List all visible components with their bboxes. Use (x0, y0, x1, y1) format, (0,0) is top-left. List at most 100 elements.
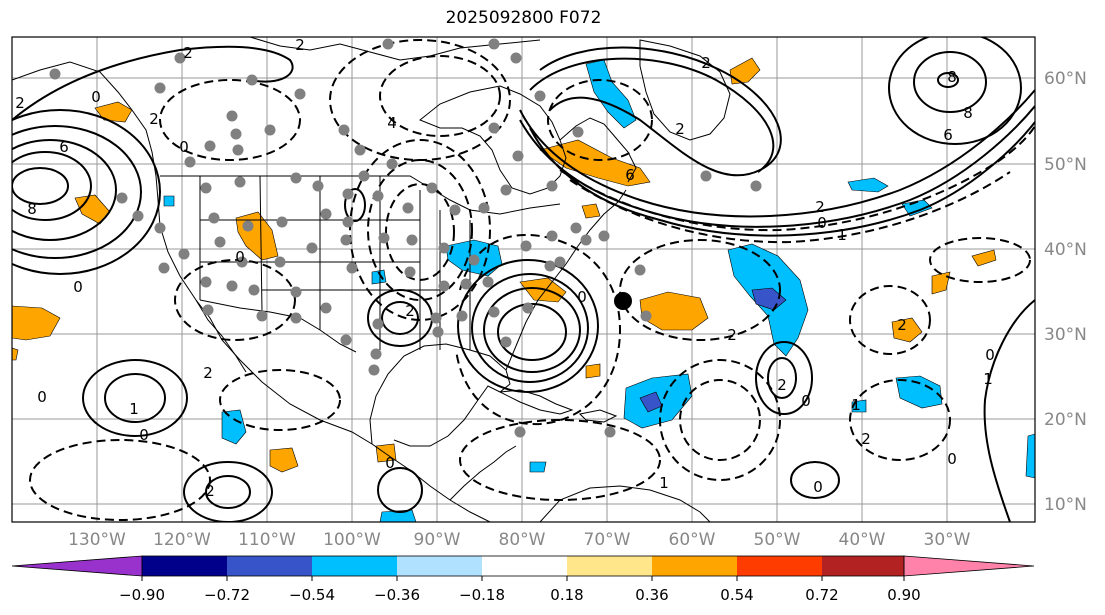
colorbar-bin (397, 556, 482, 576)
colorbar-tick-label: 0.90 (887, 586, 920, 604)
contour-label: 2 (815, 198, 825, 216)
blue-region-pacific-south (221, 409, 247, 445)
orange-region-mexico (269, 447, 299, 473)
contour-label: 1 (837, 226, 847, 244)
contour-label: 2 (701, 54, 711, 72)
blue-region-north-atlantic (847, 177, 889, 193)
contour-label: 2 (897, 316, 907, 334)
coast-central-america (449, 445, 517, 501)
lat-label: 60°N (1044, 69, 1087, 89)
colorbar-tick-label: 0.72 (805, 586, 838, 604)
colorbar-ticks (141, 576, 905, 581)
lon-label: 30°W (924, 530, 971, 550)
colorbar-bin (567, 556, 652, 576)
contour-label: 2 (149, 110, 159, 128)
lat-label: 10°N (1044, 495, 1087, 515)
contour-label: 1 (659, 474, 669, 492)
contour-label: 6 (625, 166, 635, 184)
contour-label: 0 (801, 392, 811, 410)
contour-label: 0 (139, 426, 149, 444)
lat-label: 50°N (1044, 155, 1087, 175)
blue-region-east-atlantic (895, 375, 943, 409)
lon-label: 50°W (754, 530, 801, 550)
contour-label: 2 (205, 482, 215, 500)
colorbar-extend-high (903, 555, 1035, 577)
border-us-canada (160, 175, 561, 215)
contour-label: 0 (91, 88, 101, 106)
lon-label: 70°W (584, 530, 631, 550)
contour-label: 6 (943, 126, 953, 144)
coast-hispaniola (578, 409, 618, 423)
colorbar-tick-labels: −0.90 −0.72 −0.54 −0.36 −0.18 0.18 0.36 … (119, 586, 921, 604)
orange-region-east-atlantic (891, 317, 923, 343)
lon-label: 120°W (153, 530, 211, 550)
lat-label: 20°N (1044, 410, 1087, 430)
blue-region-south (379, 509, 417, 522)
latitude-labels: 60°N 50°N 40°N 30°N 20°N 10°N (1044, 69, 1087, 515)
orange-region-west-pacific (12, 305, 61, 341)
orange-region-hudson (581, 203, 601, 219)
contour-label: 0 (985, 346, 995, 364)
colorbar-tick-label: −0.72 (204, 586, 250, 604)
contour-label: 8 (27, 200, 37, 218)
lon-label: 80°W (499, 530, 546, 550)
contour-label: 8 (963, 104, 973, 122)
coast-labrador (559, 117, 637, 183)
contour-label: 0 (73, 278, 83, 296)
contour-label: 2 (861, 430, 871, 448)
colorbar-bin (652, 556, 737, 576)
contour-label: 2 (15, 94, 25, 112)
orange-region-west-pacific-small (12, 347, 19, 361)
colorbar-tick-label: 0.18 (550, 586, 583, 604)
coast-hudson-bay (419, 85, 567, 195)
colorbar-outline (141, 555, 905, 577)
contour-label: 0 (813, 478, 823, 496)
contour-label: 2 (675, 120, 685, 138)
contour-label: 0 (179, 138, 189, 156)
contour-label: 1 (983, 370, 993, 388)
contour-label: 2 (405, 302, 415, 320)
colorbar-tick-label: −0.18 (459, 586, 505, 604)
contour-label: 2 (183, 44, 193, 62)
colorbar-bin (312, 556, 397, 576)
colorbar-tick-label: 0.54 (720, 586, 753, 604)
coast-atlantic-east (505, 189, 627, 371)
contour-label: 1 (851, 396, 861, 414)
contour-label: 0 (385, 454, 395, 472)
orange-region-greenland (729, 57, 761, 85)
colorbar-bin (737, 556, 822, 576)
contour-label: 8 (947, 68, 957, 86)
lon-label: 100°W (323, 530, 381, 550)
contour-label: 4 (387, 114, 397, 132)
longitude-labels: 130°W 120°W 110°W 100°W 90°W 80°W 70°W 6… (68, 530, 971, 550)
solid-contours (12, 37, 1035, 522)
coast-arctic (249, 37, 541, 61)
contour-labels: 2 0 2 6 8 2 0 0 2 4 6 8 0 2 6 8 2 2 0 2 … (15, 37, 995, 500)
orange-region-azores-a (931, 271, 951, 295)
contour-label: 2 (203, 364, 213, 382)
lat-label: 40°N (1044, 240, 1087, 260)
colorbar-bin (482, 556, 567, 576)
colorbar-bin (142, 556, 227, 576)
station-markers (49, 38, 762, 438)
contour-label: 2 (777, 376, 787, 394)
north-pacific-contour (12, 45, 294, 121)
blue-region-bc (163, 195, 175, 207)
contour-label: 0 (235, 248, 245, 266)
colorbar-bin (227, 556, 312, 576)
east-atlantic-contour (983, 299, 1035, 522)
blue-region-caribbean-small (529, 461, 547, 473)
blue-region-far-east (1025, 433, 1035, 479)
colorbar: −0.90 −0.72 −0.54 −0.36 −0.18 0.18 0.36 … (11, 555, 1035, 604)
map-frame (11, 36, 1036, 523)
contour-label: 0 (37, 388, 47, 406)
coastlines (12, 37, 731, 522)
orange-region-caribbean (585, 363, 601, 379)
shaded-fields (12, 57, 1035, 522)
colorbar-tick-label: −0.54 (289, 586, 335, 604)
lon-label: 40°W (839, 530, 886, 550)
colorbar-extend-low (11, 555, 143, 577)
contour-label: 0 (947, 450, 957, 468)
contour-label: 6 (59, 138, 69, 156)
